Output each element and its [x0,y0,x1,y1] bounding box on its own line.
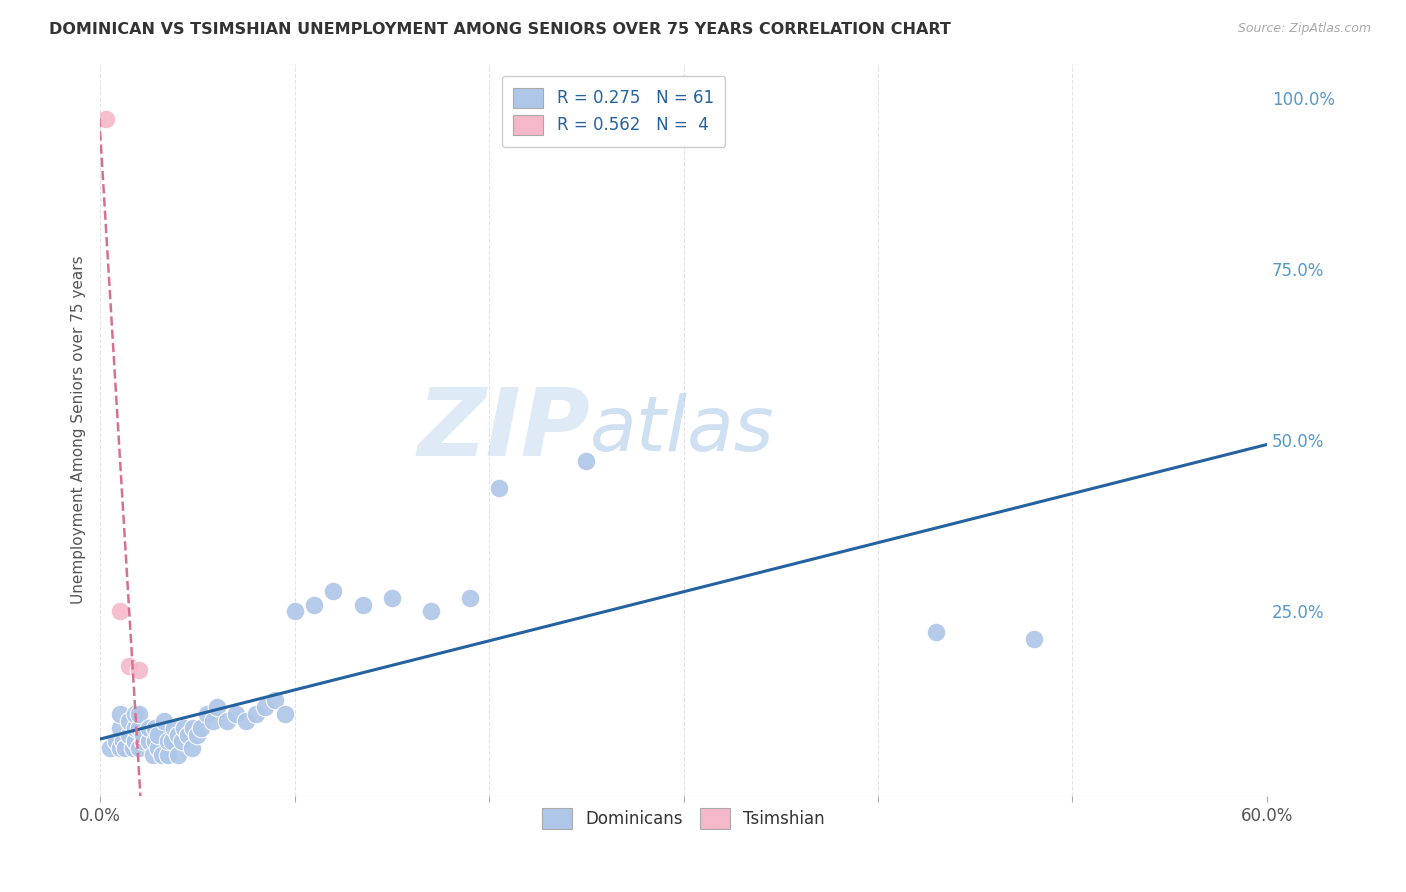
Point [167,727,190,741]
Text: atlas: atlas [591,393,775,467]
Legend: Dominicans, Tsimshian: Dominicans, Tsimshian [536,802,831,835]
Point [112,734,135,748]
Point [186,727,208,741]
Point [381,591,404,605]
Point [114,741,136,756]
Point [215,714,238,728]
Point [160,734,183,748]
Point [274,706,297,721]
Point [128,741,150,756]
Point [148,727,170,741]
Point [575,454,598,468]
Point [150,747,173,762]
Point [176,727,198,741]
Point [190,721,212,735]
Point [143,721,166,735]
Point [124,734,146,748]
Point [488,481,510,495]
Text: DOMINICAN VS TSIMSHIAN UNEMPLOYMENT AMONG SENIORS OVER 75 YEARS CORRELATION CHAR: DOMINICAN VS TSIMSHIAN UNEMPLOYMENT AMON… [49,22,950,37]
Point [322,583,344,598]
Point [128,721,150,735]
Point [157,734,180,748]
Point [245,706,267,721]
Point [128,706,150,721]
Point [128,663,150,677]
Point [148,741,170,756]
Point [132,734,155,748]
Point [122,741,145,756]
Point [138,734,160,748]
Y-axis label: Unemployment Among Seniors over 75 years: Unemployment Among Seniors over 75 years [72,256,86,605]
Point [254,700,277,714]
Point [458,591,481,605]
Point [104,734,127,748]
Point [118,727,141,741]
Point [108,604,131,618]
Point [195,706,218,721]
Point [302,598,325,612]
Point [201,714,224,728]
Point [264,693,287,707]
Text: ZIP: ZIP [418,384,591,476]
Point [180,741,202,756]
Point [124,706,146,721]
Point [925,624,948,639]
Point [225,706,247,721]
Point [143,734,166,748]
Point [132,727,155,741]
Point [163,721,186,735]
Point [118,659,141,673]
Point [419,604,441,618]
Point [1022,632,1045,646]
Point [138,721,160,735]
Point [157,747,180,762]
Point [352,598,374,612]
Point [173,721,195,735]
Point [124,721,146,735]
Point [170,734,193,748]
Point [153,714,176,728]
Text: Source: ZipAtlas.com: Source: ZipAtlas.com [1237,22,1371,36]
Point [284,604,307,618]
Point [108,721,131,735]
Point [142,747,165,762]
Point [108,706,131,721]
Point [205,700,228,714]
Point [108,741,131,756]
Point [98,741,121,756]
Point [235,714,257,728]
Point [167,747,190,762]
Point [183,721,205,735]
Point [94,112,117,126]
Point [118,714,141,728]
